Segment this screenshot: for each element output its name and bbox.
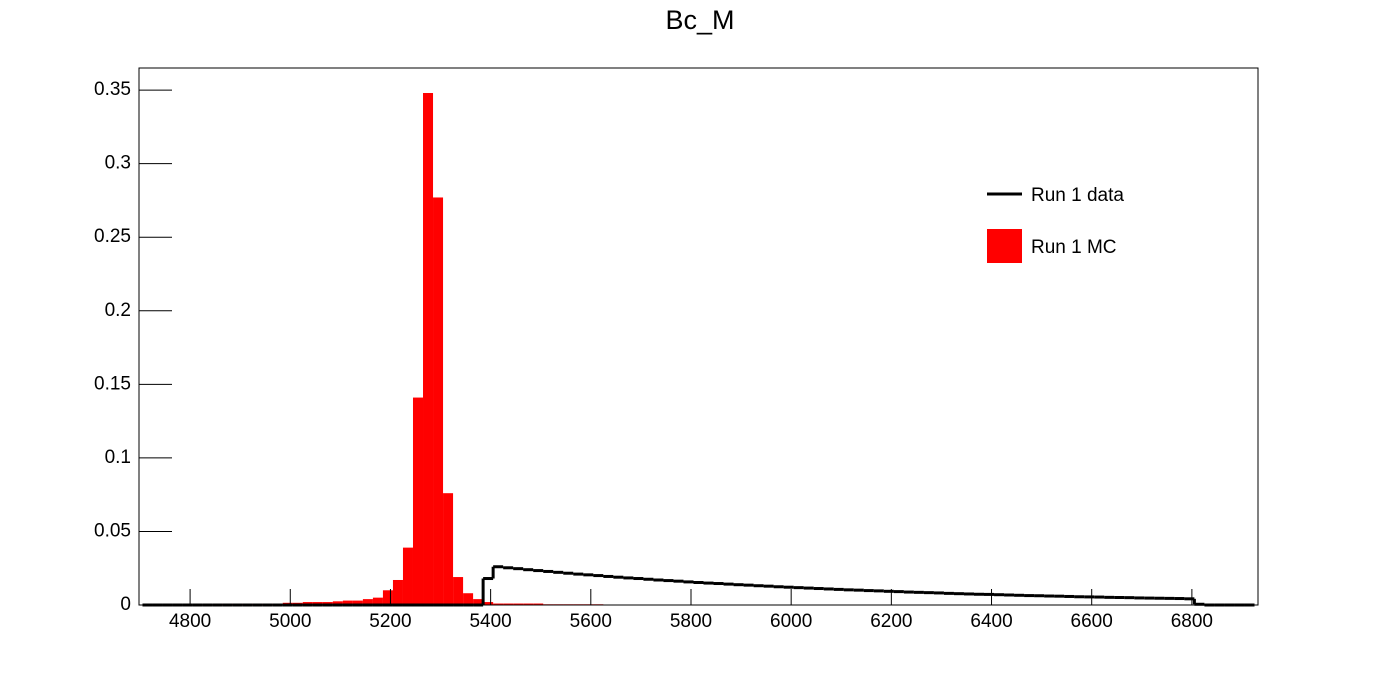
histogram-bar bbox=[483, 602, 494, 605]
x-tick-label: 6800 bbox=[1171, 611, 1213, 632]
y-tick-label: 0 bbox=[120, 594, 131, 615]
x-tick-label: 4800 bbox=[169, 611, 211, 632]
y-tick-label: 0.1 bbox=[105, 447, 131, 468]
histogram-bar bbox=[362, 599, 373, 605]
histogram-bar bbox=[513, 603, 524, 605]
legend-label: Run 1 data bbox=[1031, 185, 1124, 206]
y-tick-label: 0.15 bbox=[94, 373, 131, 394]
x-tick-label: 5200 bbox=[369, 611, 411, 632]
histogram-bar bbox=[433, 197, 444, 605]
x-tick-label: 5400 bbox=[469, 611, 511, 632]
chart-title: Bc_M bbox=[665, 5, 734, 35]
histogram-bar bbox=[443, 493, 454, 605]
histogram-bar bbox=[463, 593, 474, 605]
y-tick-label: 0.25 bbox=[94, 226, 131, 247]
x-tick-label: 5000 bbox=[269, 611, 311, 632]
histogram-bar bbox=[473, 599, 484, 605]
histogram-bar bbox=[533, 603, 544, 605]
histogram-bar bbox=[402, 547, 413, 605]
histogram-bar bbox=[392, 579, 403, 605]
legend-swatch bbox=[987, 229, 1022, 263]
x-tick-label: 5600 bbox=[570, 611, 612, 632]
histogram-bar bbox=[342, 600, 353, 605]
x-tick-label: 6400 bbox=[970, 611, 1012, 632]
histogram-bar bbox=[523, 603, 534, 605]
frame bbox=[138, 67, 1259, 606]
x-tick-label: 6000 bbox=[770, 611, 812, 632]
legend-label: Run 1 MC bbox=[1031, 237, 1117, 258]
x-tick-label: 6200 bbox=[870, 611, 912, 632]
y-tick-label: 0.3 bbox=[105, 153, 131, 174]
y-tick-label: 0.2 bbox=[105, 300, 131, 321]
histogram-bar bbox=[352, 600, 363, 605]
x-tick-label: 6600 bbox=[1071, 611, 1113, 632]
histogram-bar bbox=[332, 601, 343, 605]
histogram-bar bbox=[372, 597, 383, 605]
y-tick-label: 0.35 bbox=[94, 79, 131, 100]
histogram-bar bbox=[453, 577, 464, 605]
histogram-bar bbox=[503, 603, 514, 605]
histogram-bar bbox=[423, 93, 434, 605]
histogram-bar bbox=[382, 590, 393, 605]
x-tick-label: 5800 bbox=[670, 611, 712, 632]
histogram-bar bbox=[412, 397, 424, 605]
histogram-bar bbox=[493, 603, 504, 605]
y-tick-label: 0.05 bbox=[94, 520, 131, 541]
